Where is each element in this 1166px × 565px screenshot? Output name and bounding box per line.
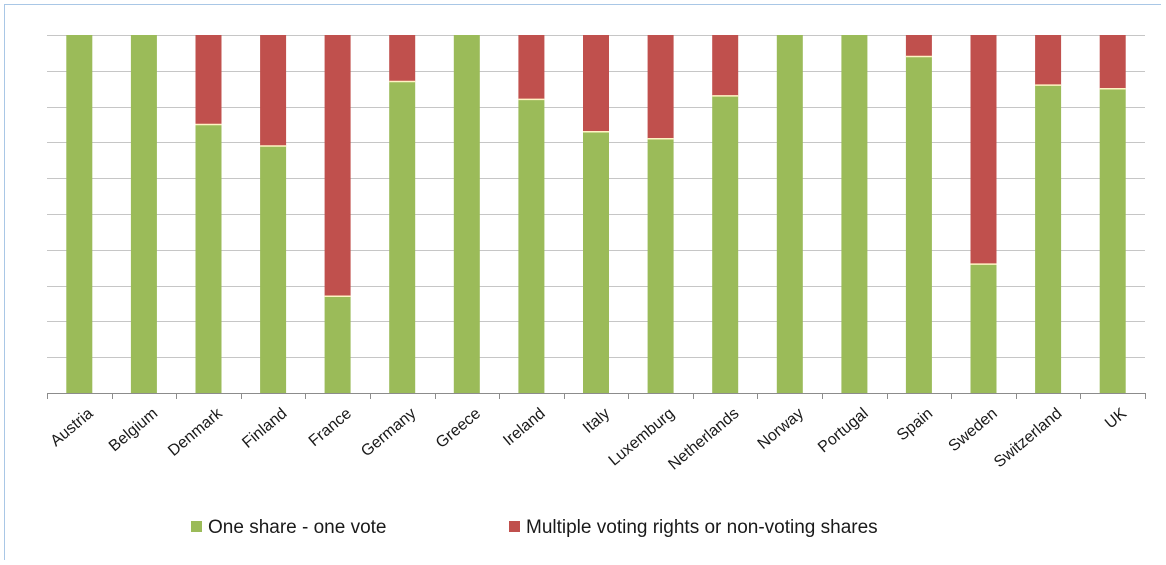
- legend-label-2: Multiple voting rights or non-voting sha…: [526, 517, 878, 538]
- bar-switzerland-series-2: [1035, 35, 1062, 86]
- x-tick-label-ireland: Ireland: [500, 405, 548, 449]
- bar-norway-series-1: [776, 35, 803, 393]
- x-tick-label-switzerland: Switzerland: [991, 405, 1065, 471]
- bar-spain-series-1: [905, 56, 932, 393]
- bar-sweden-series-2: [970, 35, 997, 265]
- x-axis: [47, 393, 1146, 399]
- bar-italy-series-2: [583, 35, 609, 132]
- bar-netherlands-series-2: [712, 35, 739, 96]
- x-tick-label-norway: Norway: [755, 405, 807, 453]
- bar-denmark-series-1: [195, 124, 222, 393]
- x-tick-label-netherlands: Netherlands: [665, 405, 742, 473]
- bar-denmark-series-2: [195, 35, 222, 125]
- bar-germany-series-1: [389, 81, 416, 393]
- bar-france-series-2: [324, 35, 351, 297]
- x-tick-label-denmark: Denmark: [165, 404, 226, 459]
- legend: One share - one vote Multiple voting righ…: [191, 517, 878, 538]
- bar-belgium-series-1: [130, 35, 157, 393]
- bar-switzerland-series-1: [1035, 85, 1062, 393]
- bar-finland-series-1: [260, 146, 287, 393]
- bar-netherlands-series-1: [712, 95, 739, 394]
- x-tick-labels: Austria Belgium Denmark Finland France German…: [47, 404, 1130, 473]
- bar-germany-series-2: [389, 35, 416, 82]
- legend-swatch-2: [509, 521, 520, 532]
- legend-swatch-1: [191, 521, 202, 532]
- bar-greece-series-1: [453, 35, 480, 393]
- legend-label-1: One share - one vote: [208, 517, 387, 538]
- x-tick-label-finland: Finland: [239, 405, 290, 452]
- x-tick-label-sweden: Sweden: [946, 405, 1001, 455]
- bar-sweden-series-1: [970, 264, 997, 393]
- x-tick-label-uk: UK: [1102, 405, 1130, 433]
- stacked-bar-chart: Austria Belgium Denmark Finland France German…: [47, 35, 1146, 538]
- bar-france-series-1: [324, 296, 351, 393]
- x-tick-label-italy: Italy: [580, 405, 613, 437]
- bars: [66, 35, 1126, 394]
- x-tick-label-germany: Germany: [358, 405, 419, 460]
- bar-uk-series-1: [1099, 88, 1126, 393]
- bar-italy-series-1: [583, 131, 609, 393]
- x-tick-label-belgium: Belgium: [106, 405, 161, 455]
- bar-ireland-series-1: [518, 99, 545, 394]
- x-tick-label-portugal: Portugal: [815, 405, 872, 456]
- x-tick-label-greece: Greece: [433, 405, 484, 452]
- bar-austria-series-1: [66, 35, 93, 393]
- bar-uk-series-2: [1099, 35, 1126, 89]
- bar-luxemburg-series-2: [647, 35, 674, 139]
- bar-finland-series-2: [260, 35, 287, 146]
- bar-spain-series-2: [905, 35, 932, 57]
- x-tick-label-spain: Spain: [894, 405, 936, 444]
- x-tick-label-austria: Austria: [47, 405, 96, 450]
- x-tick-label-france: France: [306, 405, 355, 450]
- bar-ireland-series-2: [518, 35, 545, 100]
- bar-portugal-series-1: [841, 35, 868, 393]
- chart-frame: Austria Belgium Denmark Finland France German…: [4, 4, 1161, 560]
- bar-luxemburg-series-1: [647, 138, 674, 393]
